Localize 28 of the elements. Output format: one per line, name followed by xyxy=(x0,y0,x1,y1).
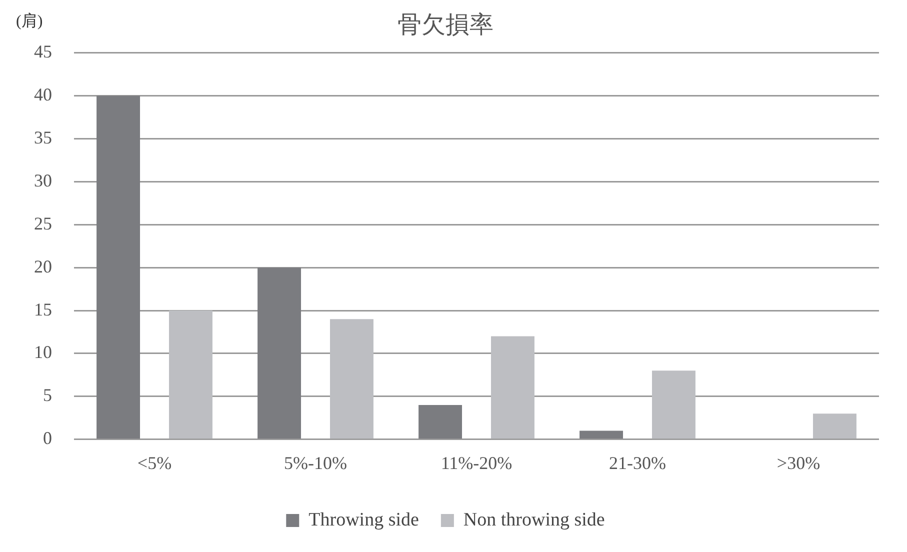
y-tick-label: 20 xyxy=(34,256,52,276)
y-axis-title: (肩) xyxy=(16,12,43,30)
bar xyxy=(330,319,374,439)
chart-title: 骨欠損率 xyxy=(398,12,494,39)
y-tick-label: 10 xyxy=(34,342,52,362)
bar xyxy=(96,96,140,439)
x-tick-label: >30% xyxy=(776,452,820,473)
y-tick-label: 40 xyxy=(34,84,52,104)
y-tick-label: 45 xyxy=(34,42,52,62)
bar xyxy=(812,414,856,439)
y-tick-label: 0 xyxy=(43,428,52,448)
bar xyxy=(580,430,624,439)
legend-label: Non throwing side xyxy=(463,509,605,530)
bar xyxy=(418,405,462,439)
y-tick-label: 25 xyxy=(34,213,52,234)
bar xyxy=(258,268,302,439)
bar xyxy=(652,370,696,439)
bar xyxy=(168,310,212,439)
x-tick-label: 11%-20% xyxy=(440,452,512,473)
legend-label: Throwing side xyxy=(308,509,419,530)
x-tick-label: <5% xyxy=(137,452,172,473)
bar xyxy=(490,336,534,439)
y-tick-label: 5 xyxy=(43,385,52,406)
y-tick-label: 15 xyxy=(34,299,52,320)
x-tick-label: 21-30% xyxy=(609,452,666,473)
y-tick-label: 30 xyxy=(34,170,52,190)
x-tick-label: 5%-10% xyxy=(284,452,347,473)
y-tick-label: 35 xyxy=(34,127,52,148)
